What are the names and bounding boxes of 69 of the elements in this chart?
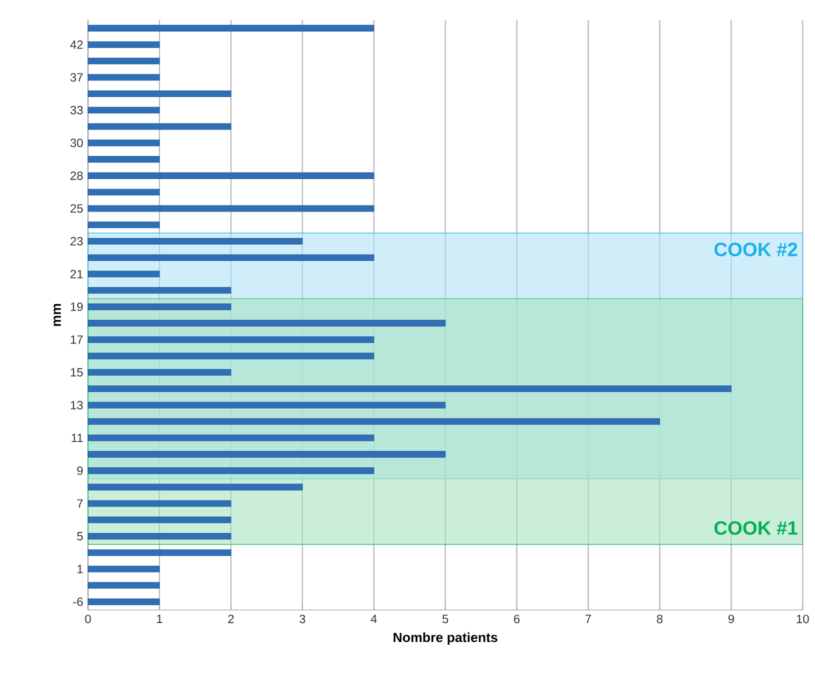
bar [88, 598, 160, 606]
y-tick-label: 15 [70, 368, 83, 377]
x-tick-label: 9 [728, 614, 734, 624]
y-tick-label: 25 [70, 204, 83, 213]
bar [88, 532, 232, 540]
bar [88, 402, 446, 408]
x-tick-label: 0 [85, 614, 91, 624]
bar [88, 418, 660, 425]
bar [88, 500, 232, 507]
bar [88, 254, 374, 261]
bar [88, 336, 374, 343]
bar [88, 172, 374, 179]
x-tick-label: 6 [514, 614, 520, 624]
bar [88, 222, 160, 228]
bar [88, 270, 160, 278]
x-axis-title: Nombre patients [394, 632, 498, 645]
y-tick-label: 23 [70, 236, 83, 246]
bar [88, 352, 374, 360]
y-tick-label: 17 [70, 335, 83, 344]
y-tick-label: 5 [77, 532, 83, 540]
bar [88, 140, 160, 146]
bar [88, 516, 232, 524]
x-tick-label: 7 [586, 614, 591, 623]
bar [88, 188, 160, 196]
bar [88, 156, 160, 163]
bar [88, 106, 160, 114]
x-tick-label: 1 [157, 614, 162, 623]
x-tick-label: 8 [656, 614, 663, 624]
x-tick-label: 5 [442, 614, 448, 624]
band-label: COOK #2 [714, 242, 798, 256]
bar [88, 566, 160, 572]
bar [88, 304, 232, 310]
bar [88, 238, 303, 245]
bar [88, 90, 232, 98]
x-tick-label: 2 [228, 614, 234, 624]
y-tick-label: 21 [70, 270, 83, 278]
x-tick-label: 3 [300, 614, 306, 624]
y-tick-label: 13 [70, 400, 83, 410]
y-tick-label: 37 [70, 73, 83, 82]
bar [88, 467, 374, 474]
bar [88, 434, 374, 442]
y-tick-label: 19 [70, 302, 83, 312]
band-label: COOK #1 [714, 521, 798, 535]
y-tick-label: 28 [70, 171, 83, 180]
bar [88, 58, 160, 64]
x-tick-label: 10 [796, 614, 809, 624]
bar [88, 205, 374, 212]
bar [88, 369, 232, 376]
bar [88, 582, 160, 589]
y-tick-label: 7 [77, 499, 83, 508]
y-axis-title: mm [54, 304, 61, 326]
bar [88, 549, 232, 556]
y-tick-label: 9 [77, 466, 83, 475]
bar [88, 385, 732, 392]
y-tick-label: 11 [72, 434, 83, 442]
bar [88, 320, 446, 326]
bar [88, 41, 160, 48]
bar [88, 484, 303, 490]
bar [88, 451, 446, 458]
y-tick-label: 30 [70, 138, 83, 148]
bar [88, 123, 232, 130]
bar [88, 24, 374, 32]
x-tick-label: 4 [370, 614, 377, 623]
y-tick-label: 42 [70, 40, 83, 49]
y-tick-label: -6 [73, 598, 83, 606]
bar [88, 287, 232, 294]
bar [88, 74, 160, 81]
y-tick-label: 1 [78, 564, 83, 574]
y-tick-label: 33 [70, 106, 83, 114]
